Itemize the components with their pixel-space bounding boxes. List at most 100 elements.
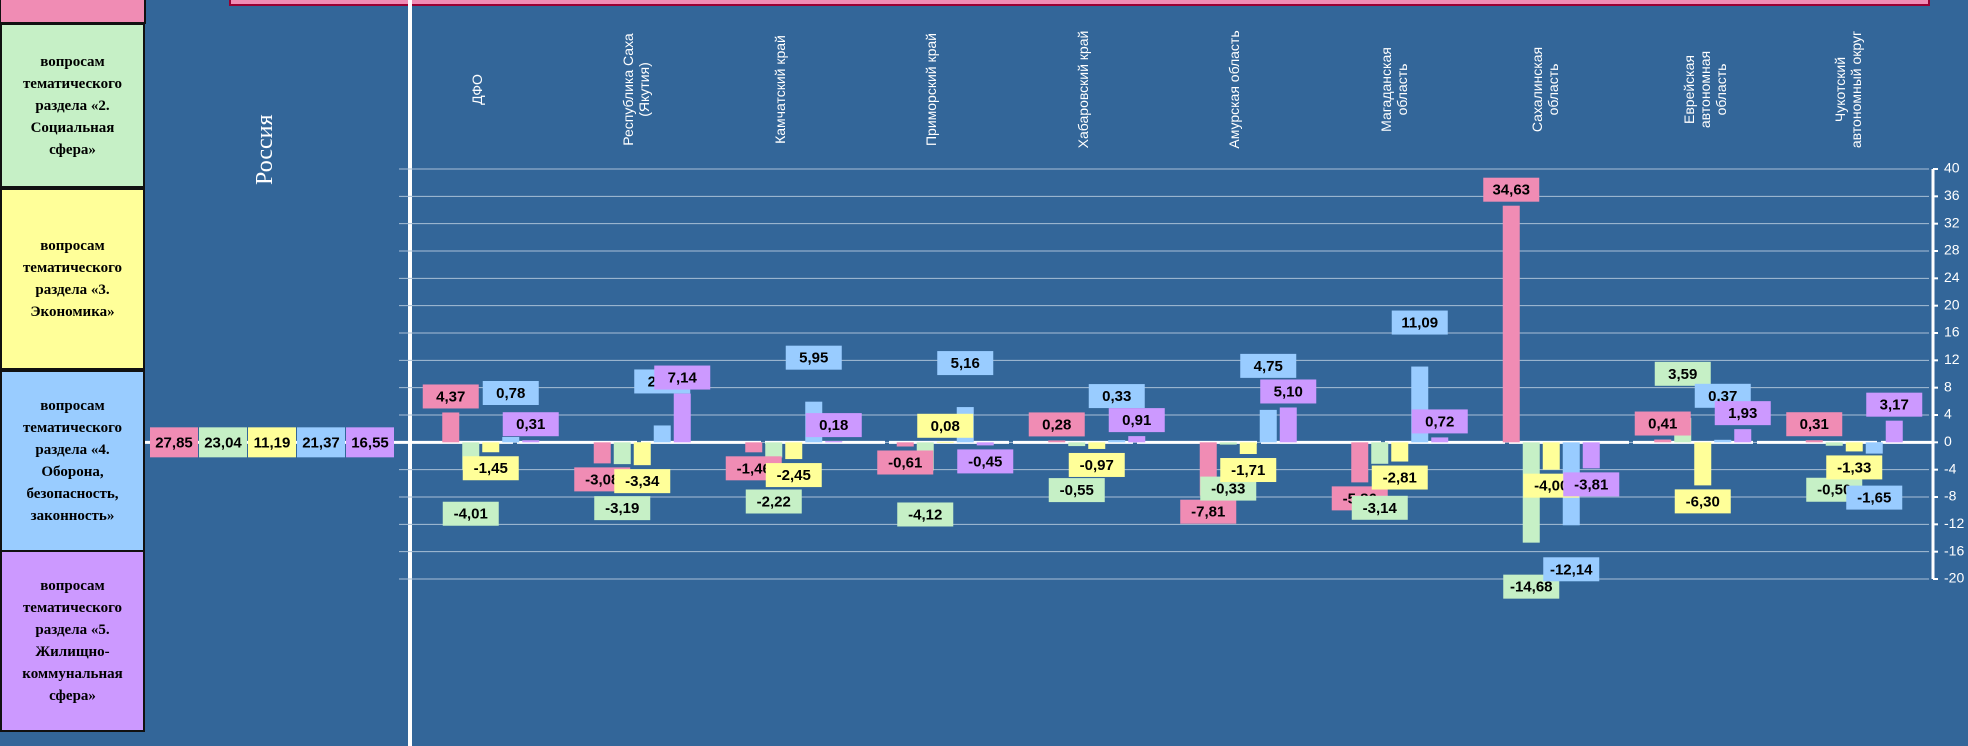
value-label-box bbox=[937, 351, 994, 376]
value-label: -3,34 bbox=[625, 473, 660, 490]
value-label: 11,09 bbox=[1401, 315, 1438, 332]
value-label-box bbox=[1068, 452, 1125, 477]
value-label: 4,37 bbox=[436, 388, 465, 405]
x-category-label: Республика Саха (Якутия) bbox=[620, 33, 653, 146]
value-label-box bbox=[1260, 379, 1317, 404]
bar bbox=[936, 441, 954, 443]
value-label: -4,00 bbox=[1534, 478, 1568, 495]
bar bbox=[1351, 442, 1369, 483]
value-label: 0,31 bbox=[516, 416, 545, 433]
bar bbox=[522, 440, 540, 443]
bar bbox=[1885, 420, 1903, 443]
value-label: -14,68 bbox=[1510, 579, 1553, 596]
value-label-box bbox=[1240, 353, 1297, 378]
legend-box: вопросам тематического раздела «2. Социа… bbox=[0, 23, 145, 188]
y-tick-label: 24 bbox=[1944, 269, 1960, 285]
bar bbox=[1542, 442, 1560, 470]
value-label: 0,41 bbox=[1648, 416, 1677, 433]
value-label-box bbox=[1563, 472, 1620, 497]
bar bbox=[1582, 442, 1600, 469]
russia-value-box bbox=[297, 427, 345, 458]
value-label-box bbox=[957, 449, 1014, 474]
russia-value-box bbox=[199, 427, 247, 458]
value-label: 3,17 bbox=[1880, 397, 1909, 414]
value-label: 5,16 bbox=[951, 355, 980, 372]
value-label-box bbox=[1351, 495, 1408, 520]
bar bbox=[1259, 409, 1277, 443]
y-tick-label: -20 bbox=[1944, 570, 1964, 586]
x-category-label: Хабаровский край bbox=[1074, 30, 1091, 149]
y-tick-label: -12 bbox=[1944, 515, 1964, 531]
value-label-box bbox=[482, 381, 539, 406]
x-category-label: ДФО bbox=[468, 74, 485, 105]
value-label-box bbox=[1391, 310, 1448, 335]
value-label-box bbox=[1786, 412, 1843, 437]
bar bbox=[1128, 436, 1146, 443]
bar bbox=[1088, 442, 1106, 449]
value-label-box bbox=[1866, 392, 1923, 417]
value-label-box bbox=[1371, 465, 1428, 490]
value-label-box bbox=[1846, 485, 1903, 510]
value-label-box bbox=[422, 384, 479, 409]
value-label: 1,93 bbox=[1728, 405, 1757, 422]
value-label: -1,33 bbox=[1837, 459, 1871, 476]
bar bbox=[976, 442, 994, 446]
bar bbox=[1068, 442, 1086, 447]
value-label-box bbox=[805, 413, 862, 438]
legend-box: вопросам тематического раздела «3. Эконо… bbox=[0, 188, 145, 370]
value-label-box bbox=[1028, 412, 1085, 437]
y-tick-label: 16 bbox=[1944, 324, 1960, 340]
value-label: -0,45 bbox=[968, 453, 1002, 470]
value-label-box bbox=[745, 489, 802, 514]
value-label-box bbox=[1674, 489, 1731, 514]
russia-value-label: 16,55 bbox=[351, 434, 389, 451]
value-label: -0,97 bbox=[1080, 457, 1114, 474]
value-label: 3,59 bbox=[1668, 366, 1697, 383]
value-label: 0,28 bbox=[1042, 416, 1071, 433]
bar bbox=[745, 442, 763, 453]
value-label: -2,81 bbox=[1383, 470, 1417, 487]
x-category-label: Сахалинская область bbox=[1529, 46, 1562, 133]
value-label: 0,91 bbox=[1122, 412, 1151, 429]
value-label: -1,65 bbox=[1857, 490, 1891, 507]
bar bbox=[1371, 442, 1389, 464]
value-label: 0,37 bbox=[1708, 388, 1737, 405]
value-label: 0,18 bbox=[819, 417, 848, 434]
y-tick-label: 4 bbox=[1944, 406, 1952, 422]
value-label: 0,72 bbox=[1425, 413, 1454, 430]
bar bbox=[1865, 442, 1883, 454]
legend-box: вопросам тематического раздела «4. Оборо… bbox=[0, 370, 145, 552]
bar bbox=[765, 442, 783, 458]
x-category-label: Камчатский край bbox=[771, 35, 788, 144]
value-label-box bbox=[785, 345, 842, 370]
legend-box bbox=[0, 0, 146, 24]
value-label: -1,45 bbox=[474, 460, 508, 477]
value-label-box bbox=[897, 502, 954, 527]
x-category-label: Магаданская область bbox=[1377, 47, 1410, 132]
bar bbox=[1279, 407, 1297, 443]
russia-value-label: 21,37 bbox=[302, 434, 340, 451]
y-tick-label: 20 bbox=[1944, 296, 1960, 312]
bar bbox=[1714, 439, 1732, 443]
russia-value-label: 23,04 bbox=[204, 434, 242, 451]
value-label: -3,08 bbox=[585, 471, 619, 488]
value-label: -0,33 bbox=[1211, 481, 1245, 498]
bar bbox=[1239, 442, 1257, 455]
bar bbox=[502, 437, 520, 443]
russia-label: Россия bbox=[252, 114, 278, 185]
bar bbox=[1391, 442, 1409, 462]
value-label-box bbox=[1048, 478, 1105, 503]
top-strip bbox=[229, 0, 1930, 6]
bar bbox=[673, 393, 691, 443]
bar bbox=[1805, 440, 1823, 443]
value-label: -12,14 bbox=[1550, 561, 1593, 578]
bar bbox=[825, 441, 843, 443]
value-label: 0,08 bbox=[931, 418, 960, 435]
y-tick-label: -4 bbox=[1944, 460, 1957, 476]
value-label-box bbox=[765, 463, 822, 488]
value-label-box bbox=[917, 413, 974, 438]
russia-value-label: 27,85 bbox=[155, 434, 193, 451]
bar bbox=[442, 412, 460, 443]
